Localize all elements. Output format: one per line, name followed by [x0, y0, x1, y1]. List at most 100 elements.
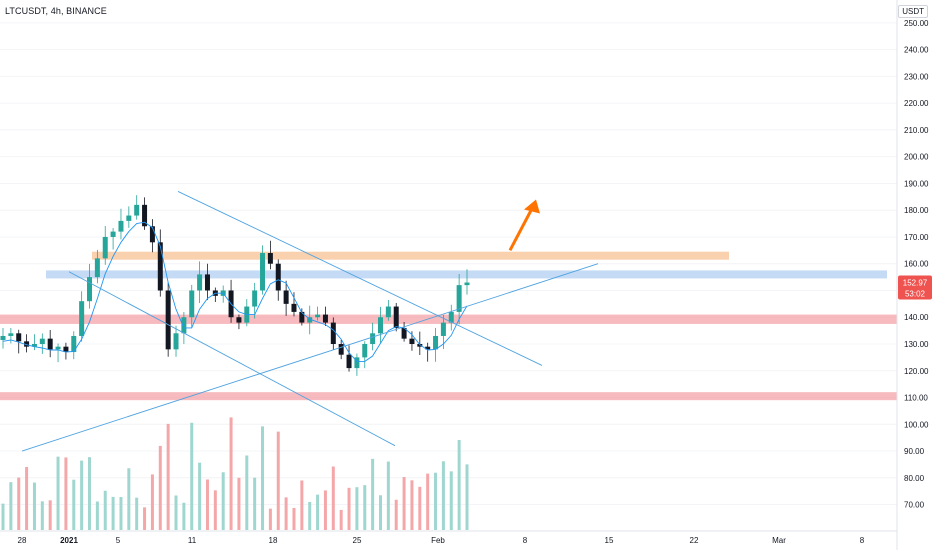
volume-bar — [32, 482, 36, 530]
candle-body — [63, 346, 69, 353]
price-tick-label: 70.00 — [904, 501, 925, 510]
candle-body — [47, 338, 53, 350]
price-tick-label: 140.00 — [904, 313, 929, 322]
price-tick-label: 170.00 — [904, 233, 929, 242]
volume-bar — [331, 466, 335, 530]
volume-bar — [72, 479, 76, 530]
candle-body — [126, 215, 132, 221]
price-tick-label: 240.00 — [904, 46, 929, 55]
volume-bar — [174, 495, 178, 530]
candle-body — [346, 354, 352, 369]
volume-bar — [253, 477, 257, 530]
candle-body — [267, 253, 273, 264]
volume-bar — [95, 501, 99, 530]
time-tick-label: 25 — [353, 536, 362, 545]
zone-red-lower — [0, 392, 897, 401]
candle-body — [118, 220, 124, 232]
volume-bar — [119, 497, 123, 530]
candle-body — [393, 306, 399, 328]
volume-bar — [434, 472, 438, 530]
candle-body — [338, 344, 344, 355]
candle-body — [94, 258, 100, 278]
volume-bar — [25, 467, 29, 530]
candle-body — [401, 327, 407, 339]
volume-bar — [88, 457, 92, 530]
volume-bar — [166, 423, 170, 530]
candle-body — [307, 317, 313, 323]
moving-average-line — [2, 221, 468, 362]
volume-bar — [339, 509, 343, 530]
volume-bar — [426, 473, 430, 530]
symbol-title: LTCUSDT, 4h, BINANCE — [5, 6, 107, 16]
candle-body — [8, 333, 14, 336]
price-tick-label: 80.00 — [904, 474, 925, 483]
volume-bar — [308, 501, 312, 530]
volume-bar — [276, 431, 280, 530]
volume-bars — [1, 417, 469, 530]
time-tick-label: 8 — [860, 536, 865, 545]
candle-body — [197, 274, 203, 291]
candle-body — [385, 306, 391, 318]
candle-body — [448, 311, 454, 323]
candle-body — [31, 344, 37, 347]
candle-body — [142, 204, 148, 227]
price-tick-label: 250.00 — [904, 19, 929, 28]
candle-body — [0, 335, 6, 340]
time-tick-label: 18 — [269, 536, 278, 545]
candle-body — [236, 317, 242, 323]
zone-blue — [46, 270, 887, 279]
candle-body — [275, 263, 281, 291]
candle-body — [330, 322, 336, 344]
candle-body — [71, 335, 77, 353]
currency-label[interactable]: USDT — [898, 5, 928, 18]
volume-bar — [457, 440, 461, 530]
volume-bar — [323, 490, 327, 530]
candle-body — [134, 204, 140, 216]
candle-body — [440, 322, 446, 336]
price-badge-background — [898, 275, 932, 300]
volume-bar — [40, 501, 44, 530]
arrow-shaft — [508, 207, 534, 252]
time-tick-label: 15 — [605, 536, 614, 545]
candle-body — [149, 226, 155, 243]
volume-bar — [378, 495, 382, 530]
volume-bar — [386, 461, 390, 530]
time-tick-label: Feb — [431, 536, 445, 545]
volume-bar — [9, 482, 13, 530]
candle-body — [204, 274, 210, 291]
zone-red-upper — [0, 314, 897, 324]
candle-body — [370, 333, 376, 344]
price-tick-label: 130.00 — [904, 340, 929, 349]
candle-body — [377, 317, 383, 334]
price-tick-label: 90.00 — [904, 447, 925, 456]
volume-bar — [135, 497, 139, 530]
horizontal-zones — [0, 251, 897, 401]
volume-bar — [56, 456, 60, 530]
volume-bar — [111, 496, 115, 530]
trendline — [177, 191, 543, 366]
candle-body — [417, 344, 423, 347]
projection-arrow — [508, 199, 540, 252]
volume-bar — [205, 479, 209, 530]
price-tick-label: 220.00 — [904, 99, 929, 108]
volume-bar — [213, 490, 217, 530]
candle-body — [110, 231, 116, 237]
volume-bar — [80, 460, 84, 530]
volume-bar — [449, 471, 453, 530]
volume-bar — [103, 490, 107, 530]
time-tick-label: 5 — [116, 536, 121, 545]
volume-bar — [284, 497, 288, 530]
volume-bar — [316, 494, 320, 530]
time-tick-label: Mar — [772, 536, 786, 545]
trendline — [68, 271, 396, 447]
candle-body — [464, 282, 470, 286]
candle-body — [16, 333, 22, 342]
volume-bar — [198, 462, 202, 530]
volume-bar — [143, 507, 147, 530]
volume-bar — [182, 502, 186, 530]
time-tick-label: 8 — [523, 536, 528, 545]
volume-bar — [150, 474, 154, 530]
candle-body — [433, 335, 439, 350]
price-badge-countdown: 53:02 — [905, 290, 926, 299]
